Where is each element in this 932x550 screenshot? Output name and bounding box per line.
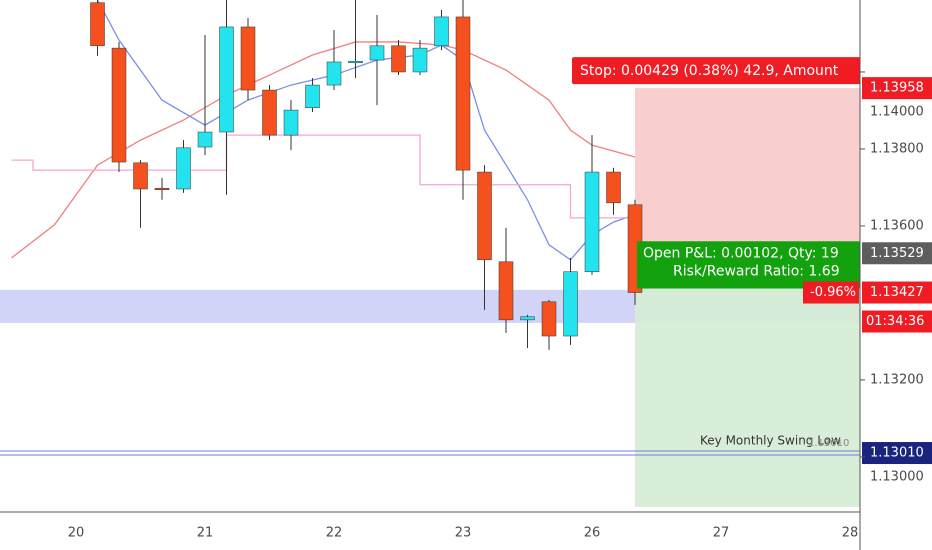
- candle-body: [240, 26, 256, 91]
- x-tick-label: 26: [584, 526, 601, 541]
- candle-body: [262, 89, 277, 136]
- price-tag-label: 1.13427: [870, 285, 924, 300]
- y-tick-label: 1.13200: [870, 372, 924, 387]
- indicator-line: [11, 41, 636, 259]
- candle-body: [219, 26, 234, 133]
- candle-body: [305, 84, 320, 109]
- stop-zone: [635, 88, 860, 254]
- candle-body: [111, 47, 127, 163]
- pnl-box: [637, 241, 860, 289]
- price-tag: [862, 281, 932, 304]
- candle-body: [455, 16, 471, 171]
- x-tick-label: 20: [68, 526, 85, 541]
- candle-body: [391, 45, 406, 73]
- y-tick-label: 1.14000: [870, 105, 924, 120]
- candle-body: [434, 16, 449, 47]
- price-tag-label: 1.13958: [870, 81, 924, 96]
- pnl-label: Open P&L: 0.00102, Qty: 19: [643, 245, 839, 261]
- change-label: -0.96%: [810, 285, 856, 300]
- countdown-label: 01:34:36: [866, 314, 924, 329]
- countdown-box: [862, 310, 932, 333]
- x-tick-label: 21: [197, 526, 214, 541]
- candle-body: [477, 171, 492, 261]
- candle-body: [584, 171, 600, 272]
- candle-body: [369, 45, 385, 61]
- candle-body: [176, 147, 191, 190]
- candle-body: [606, 171, 621, 204]
- stop-label-box: [572, 57, 860, 85]
- y-tick-label: 1.13000: [870, 470, 924, 485]
- candle-body: [326, 61, 342, 86]
- candle-body: [541, 301, 557, 337]
- candle-body: [563, 271, 578, 337]
- x-tick-label: 23: [455, 526, 472, 541]
- candle-body: [412, 47, 428, 73]
- x-tick-label: 22: [326, 526, 343, 541]
- x-tick-label: 28: [842, 526, 859, 541]
- price-tag-label: 1.13529: [870, 246, 924, 261]
- y-tick-label: 1.13800: [870, 141, 924, 156]
- price-tag: [862, 442, 932, 465]
- candle-body: [348, 60, 363, 63]
- candle-body: [133, 162, 148, 190]
- rr-label: Risk/Reward Ratio: 1.69: [673, 263, 840, 279]
- stop-label: Stop: 0.00429 (0.38%) 42.9, Amount: [580, 63, 839, 79]
- swing-low-value: 1.13010: [808, 438, 849, 449]
- change-box: [803, 281, 859, 304]
- price-tag: [862, 77, 932, 100]
- indicator-line: [11, 134, 636, 219]
- price-tag: [862, 242, 932, 265]
- candle-body: [90, 2, 105, 47]
- price-tag-label: 1.13010: [870, 446, 924, 461]
- candle-body: [197, 131, 213, 148]
- candle-body: [283, 109, 299, 136]
- y-tick-label: 1.13600: [870, 218, 924, 233]
- candle-body: [520, 316, 535, 321]
- indicator-line: [96, 0, 636, 261]
- swing-low-label: Key Monthly Swing Low: [700, 434, 841, 448]
- candle-body: [498, 261, 514, 321]
- candle-body: [154, 187, 170, 190]
- x-tick-label: 27: [713, 526, 730, 541]
